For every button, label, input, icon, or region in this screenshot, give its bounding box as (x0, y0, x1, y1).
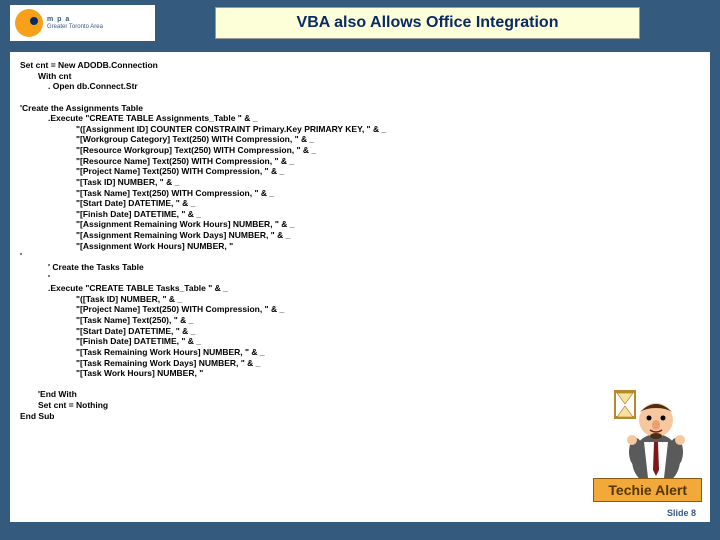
code-line: "[Project Name] Text(250) WITH Compressi… (20, 166, 700, 177)
code-line: "[Project Name] Text(250) WITH Compressi… (20, 304, 700, 315)
code-line: "[Assignment Remaining Work Hours] NUMBE… (20, 219, 700, 230)
code-line: ' (20, 251, 700, 262)
techie-alert-badge: Techie Alert (593, 478, 702, 502)
code-line: "[Finish Date] DATETIME, " & _ (20, 209, 700, 220)
code-line: "[Task Name] Text(250), " & _ (20, 315, 700, 326)
slide-title: VBA also Allows Office Integration (215, 7, 640, 39)
code-line: "[Assignment Remaining Work Days] NUMBER… (20, 230, 700, 241)
code-line: 'End With (20, 389, 700, 400)
code-line: End Sub (20, 411, 700, 422)
techie-cartoon-icon (612, 388, 690, 488)
vba-code: Set cnt = New ADODB.ConnectionWith cnt. … (20, 60, 700, 421)
code-line: .Execute "CREATE TABLE Tasks_Table " & _ (20, 283, 700, 294)
code-line: With cnt (20, 71, 700, 82)
slide-number: Slide 8 (667, 508, 696, 518)
code-line: "[Assignment Work Hours] NUMBER, " (20, 241, 700, 252)
code-line: "[Start Date] DATETIME, " & _ (20, 326, 700, 337)
code-line (20, 92, 700, 103)
code-line: "([Task ID] NUMBER, " & _ (20, 294, 700, 305)
code-line: ' (20, 273, 700, 284)
logo-secondary: Greater Toronto Area (47, 24, 103, 31)
logo-text: m p a Greater Toronto Area (47, 16, 103, 30)
code-line (20, 379, 700, 390)
code-line: Set cnt = Nothing (20, 400, 700, 411)
logo-icon (14, 8, 44, 38)
code-line: ' Create the Tasks Table (20, 262, 700, 273)
code-line: . Open db.Connect.Str (20, 81, 700, 92)
code-line: Set cnt = New ADODB.Connection (20, 60, 700, 71)
code-line: "([Assignment ID] COUNTER CONSTRAINT Pri… (20, 124, 700, 135)
code-line: .Execute "CREATE TABLE Assignments_Table… (20, 113, 700, 124)
code-line: "[Start Date] DATETIME, " & _ (20, 198, 700, 209)
code-line: "[Finish Date] DATETIME, " & _ (20, 336, 700, 347)
code-line: "[Task Name] Text(250) WITH Compression,… (20, 188, 700, 199)
code-line: "[Task Remaining Work Days] NUMBER, " & … (20, 358, 700, 369)
code-line: "[Resource Name] Text(250) WITH Compress… (20, 156, 700, 167)
code-line: "[Task ID] NUMBER, " & _ (20, 177, 700, 188)
mpa-logo: m p a Greater Toronto Area (10, 5, 155, 41)
code-line: 'Create the Assignments Table (20, 103, 700, 114)
logo-primary: m p a (47, 16, 103, 24)
code-line: "[Task Work Hours] NUMBER, " (20, 368, 700, 379)
code-line: "[Workgroup Category] Text(250) WITH Com… (20, 134, 700, 145)
content-area: Set cnt = New ADODB.ConnectionWith cnt. … (10, 52, 710, 522)
code-line: "[Resource Workgroup] Text(250) WITH Com… (20, 145, 700, 156)
code-line: "[Task Remaining Work Hours] NUMBER, " &… (20, 347, 700, 358)
slide-header: m p a Greater Toronto Area VBA also Allo… (0, 0, 720, 46)
